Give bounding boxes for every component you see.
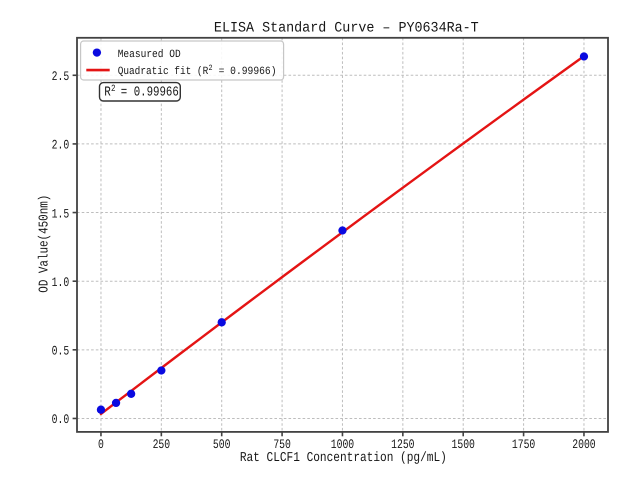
svg-text:2: 2 xyxy=(111,83,116,94)
svg-text:250: 250 xyxy=(153,437,171,452)
svg-text:1.5: 1.5 xyxy=(52,206,70,221)
svg-text:0: 0 xyxy=(98,437,104,452)
svg-text:1000: 1000 xyxy=(331,437,354,452)
svg-text:0.5: 0.5 xyxy=(52,344,70,359)
svg-text:500: 500 xyxy=(213,437,231,452)
svg-text:= 0.99966): = 0.99966) xyxy=(219,65,277,78)
svg-text:1750: 1750 xyxy=(512,437,535,452)
svg-text:1.0: 1.0 xyxy=(52,275,70,290)
svg-text:0.0: 0.0 xyxy=(52,412,70,427)
svg-text:2: 2 xyxy=(209,64,213,73)
svg-text:ELISA Standard Curve – PY0634R: ELISA Standard Curve – PY0634Ra-T xyxy=(214,21,479,37)
svg-text:Rat CLCF1 Concentration (pg/mL: Rat CLCF1 Concentration (pg/mL) xyxy=(240,451,447,466)
svg-text:R: R xyxy=(104,86,111,101)
svg-text:Quadratic fit (R: Quadratic fit (R xyxy=(118,65,209,78)
svg-text:2000: 2000 xyxy=(572,437,595,452)
svg-text:750: 750 xyxy=(273,437,291,452)
svg-text:1500: 1500 xyxy=(452,437,475,452)
svg-text:Measured OD: Measured OD xyxy=(118,48,181,61)
svg-text:OD Value(450nm): OD Value(450nm) xyxy=(37,195,52,293)
svg-text:2.0: 2.0 xyxy=(52,138,70,153)
svg-text:1250: 1250 xyxy=(391,437,414,452)
svg-text:= 0.99966: = 0.99966 xyxy=(121,86,179,101)
svg-text:2.5: 2.5 xyxy=(52,69,70,84)
